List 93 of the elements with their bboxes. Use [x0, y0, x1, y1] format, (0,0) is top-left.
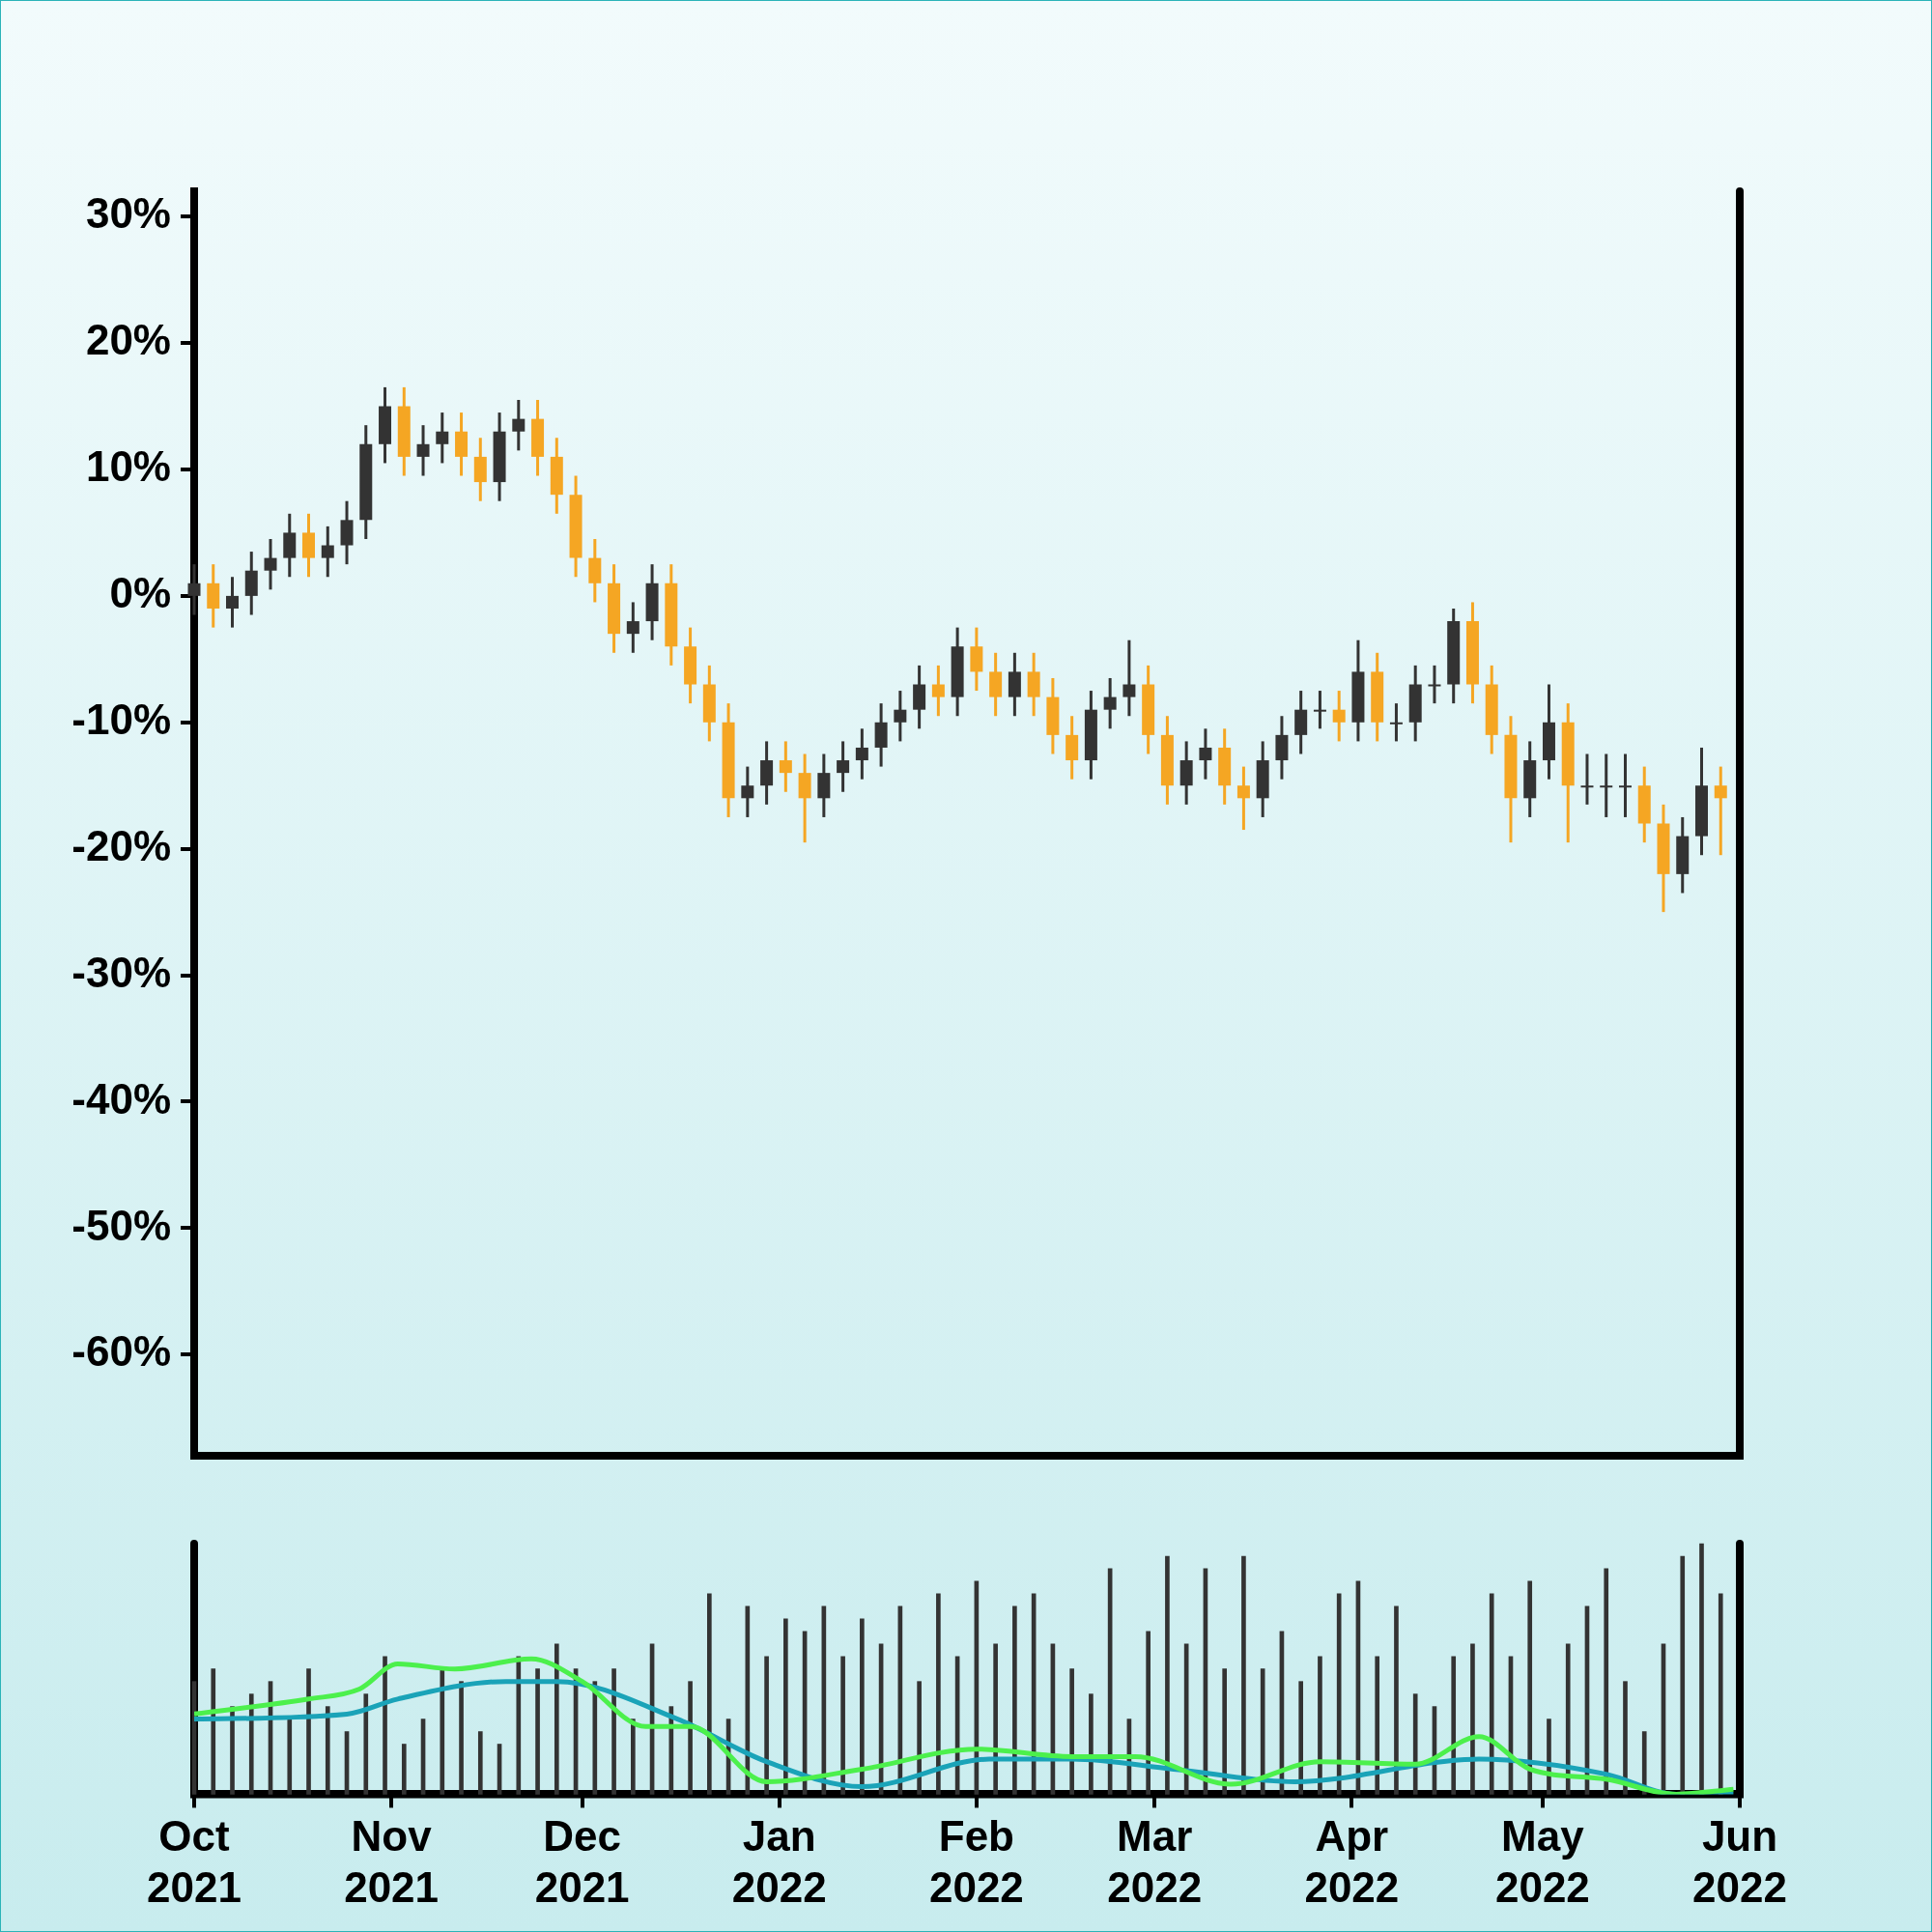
candlestick: [512, 399, 526, 451]
candlestick: [626, 602, 639, 653]
bar: [1260, 1668, 1265, 1795]
y-tick-label: 0%: [109, 569, 171, 617]
bar: [1680, 1555, 1686, 1795]
bar: [1089, 1693, 1094, 1795]
bar: [1623, 1681, 1628, 1795]
candlestick: [1389, 703, 1403, 742]
bar: [306, 1668, 311, 1795]
y-tick-label: -30%: [71, 948, 171, 996]
candlestick: [1236, 766, 1250, 832]
bar: [707, 1593, 712, 1795]
bar: [1451, 1656, 1457, 1795]
candlestick: [1600, 753, 1613, 817]
bar: [860, 1618, 865, 1795]
candlestick: [741, 766, 754, 817]
bar: [363, 1693, 369, 1795]
bar: [477, 1731, 483, 1795]
bar: [1470, 1643, 1475, 1795]
bar: [1565, 1643, 1571, 1795]
bar: [840, 1656, 845, 1795]
candlestick: [855, 728, 868, 780]
candlestick: [1428, 664, 1441, 705]
bar: [440, 1668, 445, 1795]
candlestick: [894, 691, 907, 742]
bar: [554, 1643, 559, 1795]
bar: [1222, 1668, 1227, 1795]
candlestick: [1122, 639, 1136, 718]
y-tick-label: 20%: [85, 316, 171, 364]
bar: [248, 1693, 254, 1795]
bar: [1241, 1555, 1246, 1795]
x-tick-label: Oct 2021: [147, 1811, 242, 1911]
candlestick: [1714, 766, 1727, 857]
bar: [287, 1719, 293, 1795]
bar: [1604, 1568, 1609, 1795]
candlestick: [226, 577, 240, 628]
x-tick-label: May 2022: [1494, 1811, 1590, 1911]
y-tick-label: -40%: [71, 1074, 171, 1122]
bar: [936, 1593, 941, 1795]
bar: [630, 1719, 636, 1795]
bar: [688, 1681, 693, 1795]
bar: [1394, 1605, 1399, 1795]
bar: [1336, 1593, 1342, 1795]
bar: [1318, 1656, 1322, 1795]
x-tick-label: Mar 2022: [1107, 1811, 1203, 1911]
candlestick: [1313, 691, 1326, 729]
bar: [1412, 1693, 1418, 1795]
y-tick-label: -10%: [71, 695, 171, 743]
y-tick-label: -20%: [71, 821, 171, 869]
bar: [611, 1668, 616, 1795]
bar: [1375, 1656, 1380, 1795]
candlestick: [321, 525, 334, 578]
y-tick-label: 30%: [85, 189, 171, 238]
bar: [592, 1681, 598, 1795]
candlestick: [264, 538, 277, 590]
candlestick: [1103, 676, 1117, 729]
candlestick: [436, 412, 449, 464]
bar: [764, 1656, 769, 1795]
bar: [516, 1656, 522, 1795]
bar: [1547, 1719, 1551, 1795]
bar: [459, 1681, 464, 1795]
y-tick-label: -60%: [71, 1327, 171, 1376]
x-tick-label: Jun 2022: [1692, 1811, 1787, 1911]
bar: [535, 1668, 540, 1795]
bar: [1146, 1631, 1151, 1795]
x-tick-label: Dec 2021: [534, 1811, 630, 1911]
y-tick-label: -50%: [71, 1201, 171, 1249]
candlestick: [779, 741, 792, 792]
bar: [917, 1681, 922, 1795]
x-tick-label: Nov 2021: [344, 1811, 440, 1911]
candlestick: [837, 741, 850, 792]
bar: [211, 1668, 216, 1795]
x-tick-label: Apr 2022: [1304, 1811, 1400, 1911]
bar: [383, 1656, 387, 1795]
candlestick: [416, 425, 430, 476]
bar: [401, 1744, 407, 1795]
candlestick: [1199, 728, 1212, 780]
bar: [325, 1706, 330, 1795]
bar: [783, 1618, 788, 1795]
candlestick: [1618, 753, 1632, 817]
x-tick-label: Feb 2022: [928, 1811, 1024, 1911]
bar: [1165, 1555, 1170, 1795]
bar: [1069, 1668, 1074, 1795]
candlestick: [931, 664, 945, 718]
bar: [993, 1643, 998, 1795]
y-tick-label: 10%: [85, 442, 171, 491]
bar: [1527, 1580, 1533, 1795]
bar: [1298, 1681, 1304, 1795]
bar: [1489, 1593, 1494, 1795]
x-tick-label: Jan 2022: [731, 1811, 827, 1911]
candlestick: [1332, 691, 1346, 742]
candlestick: [1580, 753, 1594, 805]
bar: [1012, 1605, 1017, 1795]
